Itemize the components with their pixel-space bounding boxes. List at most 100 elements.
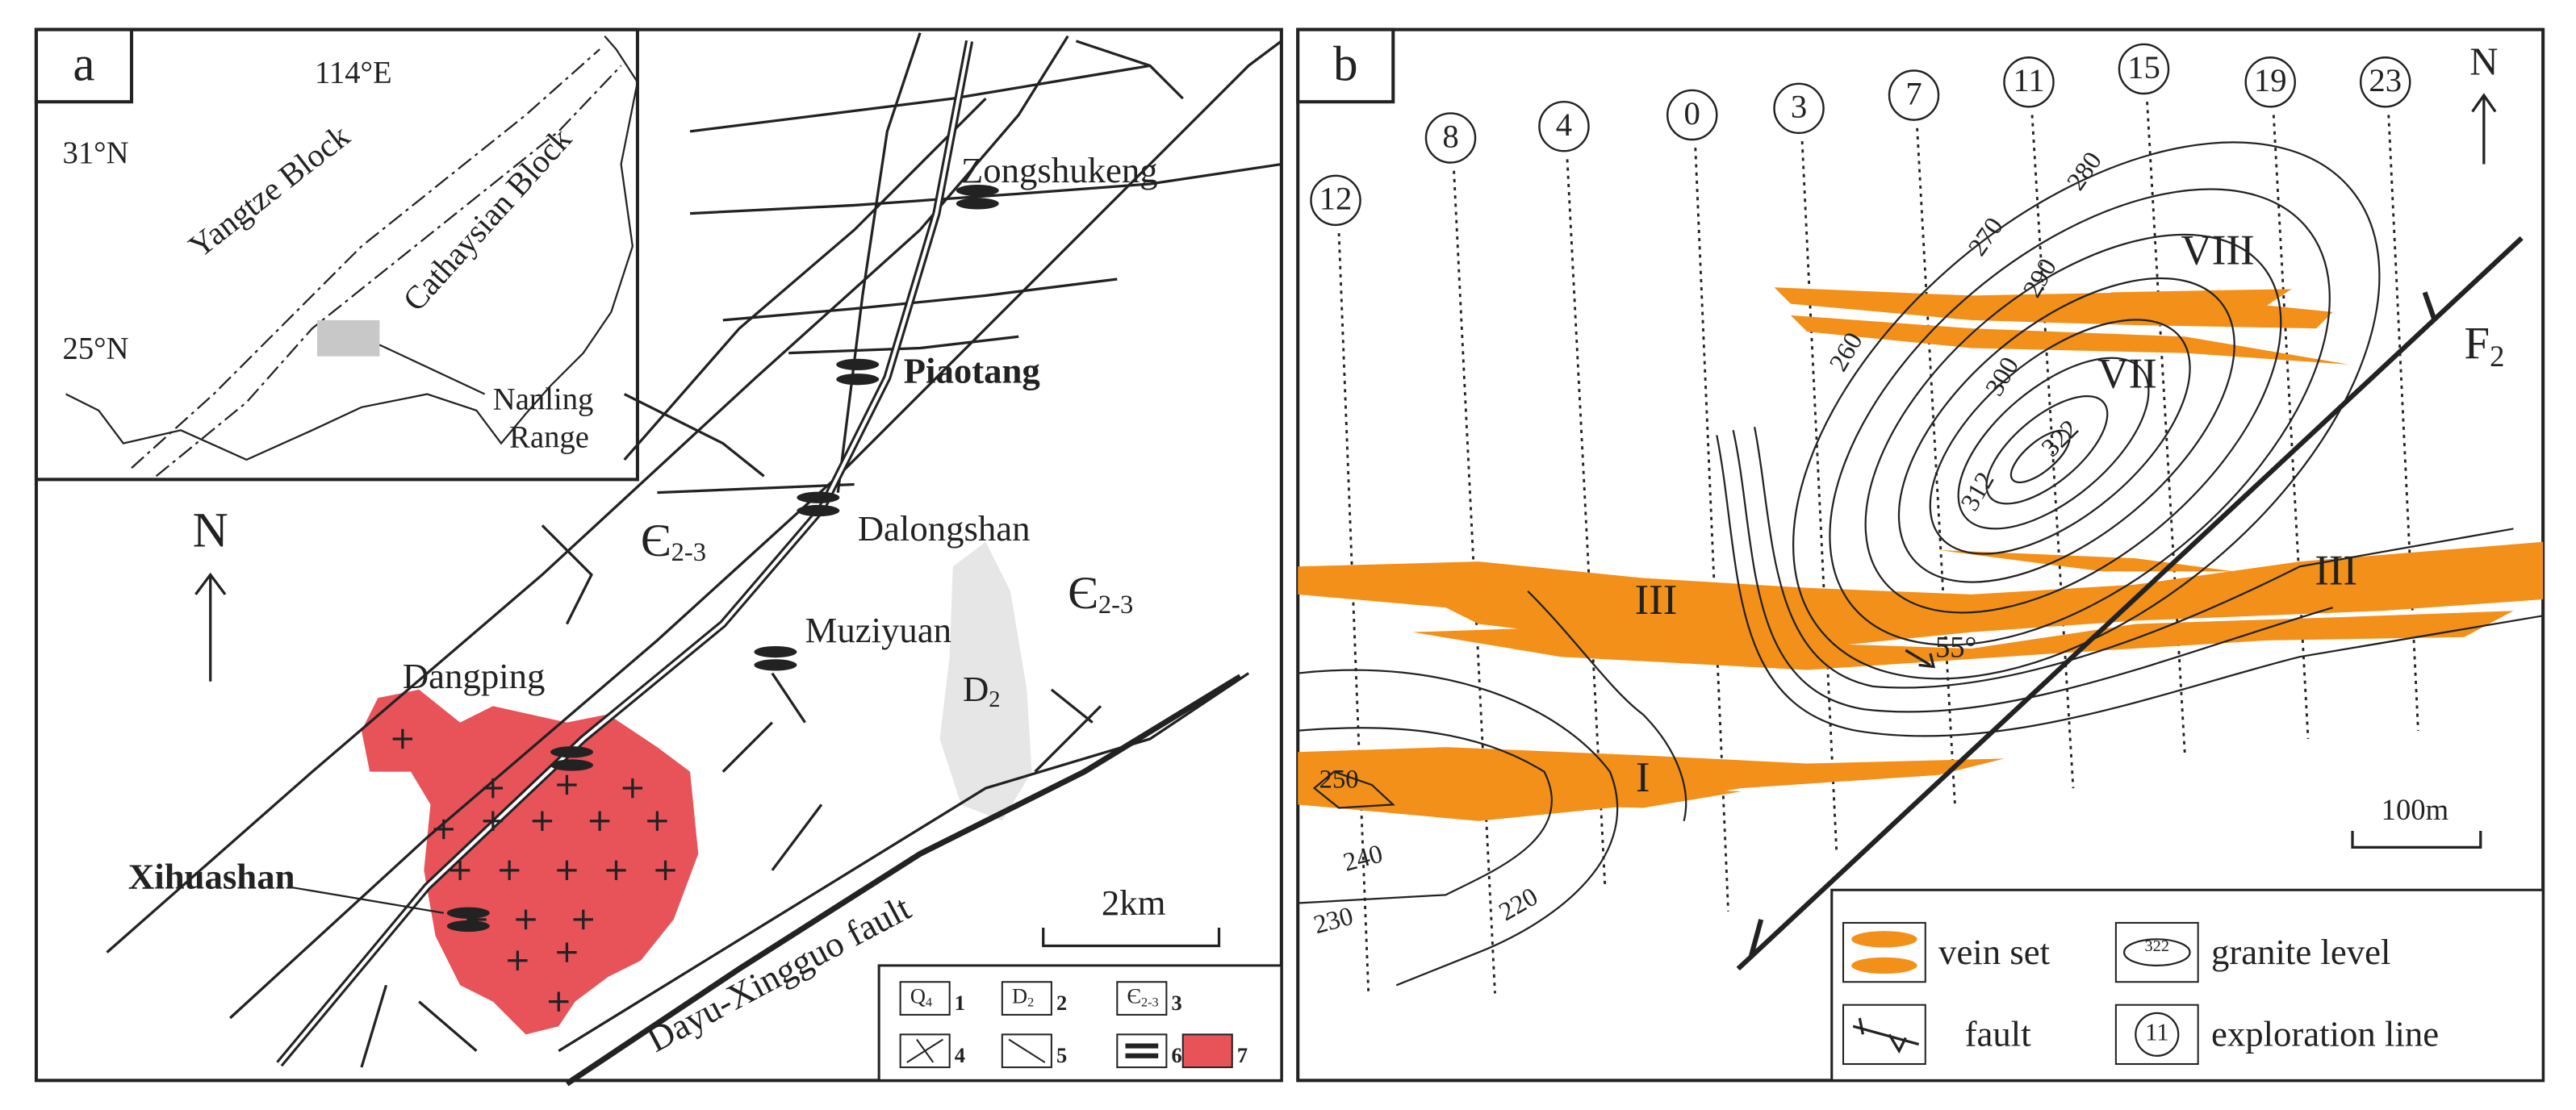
panel-a-shape-shape bbox=[836, 32, 922, 493]
deposit-name: Dalongshan bbox=[858, 508, 1031, 549]
exploration-number: 7 bbox=[1905, 75, 1922, 111]
granite-cross bbox=[557, 942, 577, 962]
legend-symbol-main: Є bbox=[1127, 984, 1141, 1008]
panel-a-shape-shape bbox=[754, 645, 797, 658]
granite-cross bbox=[655, 860, 675, 881]
panel-b-shape-shape bbox=[1298, 669, 1619, 987]
panel-a-shape-shape bbox=[623, 393, 765, 478]
vein-label: VIII bbox=[2181, 227, 2255, 274]
legend-number: 3 bbox=[1171, 991, 1181, 1015]
panel-a-shape-shape bbox=[1034, 705, 1102, 773]
legend-number: 6 bbox=[1171, 1043, 1181, 1067]
inset-text: 25°N bbox=[63, 332, 129, 365]
panel-a-shape bbox=[65, 35, 639, 461]
exploration-circle bbox=[1538, 100, 1590, 152]
panel-b-shape bbox=[1298, 541, 2544, 649]
scale-label: 2km bbox=[1102, 883, 1166, 923]
granite-cross bbox=[557, 774, 577, 795]
panel-a-shape bbox=[131, 48, 600, 469]
stratum-label: Є2-3 bbox=[641, 515, 706, 568]
panel-a-shape-shape bbox=[956, 198, 999, 210]
panel-b-shape bbox=[2114, 1004, 2199, 1066]
panel-b-shape bbox=[1918, 653, 1936, 669]
legend-icon bbox=[1125, 1043, 1159, 1058]
panel-b-shape bbox=[1842, 1004, 1926, 1066]
deposit-name: Muziyuan bbox=[805, 610, 952, 650]
panel-a: a 114°E 31°N 25°N Yangtze Block Cathaysi… bbox=[34, 27, 1283, 1087]
panel-a-shape-shape bbox=[956, 184, 999, 197]
stratum-label: Є2-3 bbox=[1068, 568, 1133, 620]
panel-a-shape-shape bbox=[229, 40, 1282, 1020]
legend-box bbox=[1181, 1033, 1233, 1069]
granite-cross bbox=[589, 811, 610, 831]
panel-a-shape-shape bbox=[541, 524, 593, 625]
legend-symbol-sub: 2 bbox=[1027, 994, 1034, 1009]
exploration-line bbox=[2272, 115, 2310, 740]
panel-b-shape bbox=[2114, 921, 2199, 983]
panel-b-shape bbox=[1792, 141, 2381, 680]
panel-b-shape bbox=[1852, 1024, 1920, 1046]
contour bbox=[1864, 233, 2282, 614]
legend-number: 7 bbox=[1237, 1043, 1248, 1067]
deposit-name: Piaotang bbox=[904, 350, 1040, 390]
exploration-number: 23 bbox=[2369, 62, 2402, 98]
granite-cross bbox=[499, 860, 520, 881]
legend-symbol-main: D bbox=[1012, 984, 1027, 1008]
legend-icon-text: 322 bbox=[2145, 937, 2170, 955]
panel-a-shape bbox=[1042, 928, 1221, 948]
exploration-number: 11 bbox=[2013, 62, 2044, 98]
panel-a-shape-shape bbox=[1050, 688, 1094, 724]
contour bbox=[1792, 141, 2381, 680]
legend-box bbox=[899, 981, 951, 1016]
granite-cross bbox=[392, 728, 413, 749]
legend-box bbox=[1001, 981, 1052, 1016]
panel-a-shape-shape bbox=[771, 803, 823, 871]
granite-cross bbox=[516, 909, 536, 930]
legend-text: granite level bbox=[2211, 932, 2390, 972]
north-label: N bbox=[193, 504, 228, 558]
exploration-line bbox=[2030, 115, 2075, 789]
legend-text: exploration line bbox=[2211, 1014, 2439, 1054]
exploration-circle bbox=[2003, 56, 2055, 108]
panel-a-shape-shape bbox=[446, 920, 490, 933]
granite-cross bbox=[483, 778, 504, 799]
legend-text: vein set bbox=[1938, 932, 2051, 972]
panel-a-shape bbox=[392, 728, 675, 1012]
panel-a-shape: Q4 1 D2 2 Є2-3 34 5 6 7 bbox=[899, 981, 1248, 1069]
exploration-line bbox=[1337, 232, 1370, 994]
panel-a-shape-shape bbox=[788, 335, 1019, 355]
panel-b-shape bbox=[1858, 1017, 1865, 1035]
legend-number: 1 bbox=[955, 991, 965, 1015]
contour bbox=[1929, 319, 2191, 555]
exploration-circle bbox=[2359, 56, 2411, 108]
panel-a-shape-shape bbox=[689, 162, 1282, 215]
contour bbox=[1829, 188, 2331, 646]
panel-label: b bbox=[1333, 38, 1358, 92]
vein-label: III bbox=[2315, 548, 2357, 595]
legend-box bbox=[1116, 981, 1168, 1016]
fault-label: F2 bbox=[2464, 319, 2504, 373]
panel-a-shape-shape bbox=[797, 504, 840, 517]
panel-a-shape-shape bbox=[550, 759, 593, 771]
panel-b-shape bbox=[1938, 549, 2235, 572]
exploration-circle bbox=[2118, 43, 2170, 95]
panel-b-shape bbox=[1842, 921, 1926, 983]
panel-a-shape bbox=[194, 572, 227, 595]
panel-a-shape bbox=[446, 184, 999, 933]
exploration-number: 8 bbox=[1442, 118, 1458, 154]
exploration-circle bbox=[1666, 89, 1718, 141]
granite-cross bbox=[450, 860, 470, 881]
deposit-name: Dangping bbox=[403, 656, 546, 696]
panel-b-shape-shape bbox=[1312, 770, 1395, 809]
granite-cross bbox=[532, 811, 553, 831]
panel-a-shape bbox=[34, 27, 134, 104]
panel-a-shape-shape bbox=[360, 984, 388, 1068]
legend-icon-text: 11 bbox=[2145, 1018, 2168, 1045]
fault-symbol: F bbox=[2464, 319, 2490, 369]
legend-number: 5 bbox=[1056, 1043, 1067, 1067]
vein-label: III bbox=[1635, 577, 1678, 624]
panel-b-shape bbox=[1749, 919, 1764, 957]
panel-b-shape bbox=[1851, 957, 1917, 974]
panel-b-shape bbox=[1298, 747, 2005, 821]
exploration-number: 0 bbox=[1684, 95, 1700, 131]
